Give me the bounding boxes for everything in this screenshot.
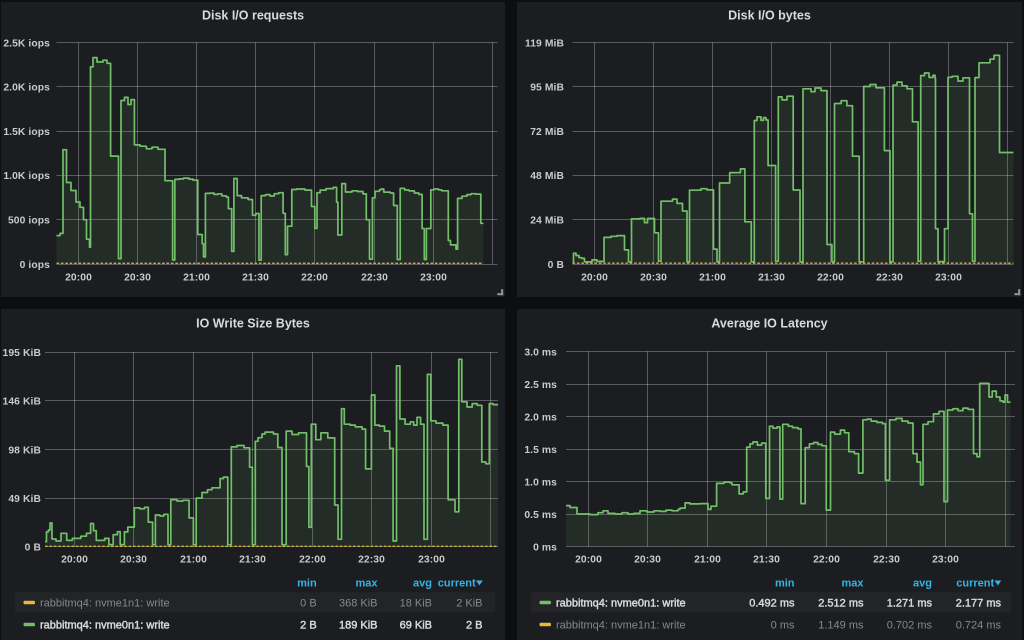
svg-text:0.492 ms: 0.492 ms bbox=[749, 598, 795, 610]
svg-text:1.0 ms: 1.0 ms bbox=[524, 477, 557, 488]
svg-text:2.0K iops: 2.0K iops bbox=[3, 83, 50, 94]
svg-text:2.512 ms: 2.512 ms bbox=[818, 598, 864, 610]
svg-text:18 KiB: 18 KiB bbox=[400, 598, 432, 610]
svg-text:2 B: 2 B bbox=[466, 620, 483, 632]
svg-text:72 MiB: 72 MiB bbox=[530, 127, 564, 138]
svg-text:20:00: 20:00 bbox=[581, 273, 608, 284]
svg-text:20:00: 20:00 bbox=[65, 273, 92, 284]
svg-text:20:00: 20:00 bbox=[61, 555, 88, 566]
svg-text:22:30: 22:30 bbox=[358, 555, 385, 566]
svg-text:20:30: 20:30 bbox=[120, 555, 147, 566]
svg-text:Average IO Latency: Average IO Latency bbox=[711, 317, 827, 331]
svg-text:3.0 ms: 3.0 ms bbox=[524, 347, 557, 358]
svg-text:min: min bbox=[297, 578, 317, 590]
svg-text:98 KiB: 98 KiB bbox=[8, 445, 41, 456]
svg-text:20:30: 20:30 bbox=[124, 273, 151, 284]
svg-text:146 KiB: 146 KiB bbox=[3, 397, 41, 408]
svg-text:21:00: 21:00 bbox=[183, 273, 210, 284]
svg-text:2 KiB: 2 KiB bbox=[456, 598, 482, 610]
svg-text:2 B: 2 B bbox=[300, 620, 317, 632]
svg-text:195 KiB: 195 KiB bbox=[3, 348, 41, 359]
svg-text:2.5 ms: 2.5 ms bbox=[524, 380, 557, 391]
svg-text:21:00: 21:00 bbox=[180, 555, 207, 566]
svg-text:22:00: 22:00 bbox=[813, 555, 840, 566]
svg-text:20:30: 20:30 bbox=[634, 555, 661, 566]
svg-text:23:00: 23:00 bbox=[420, 273, 447, 284]
svg-text:0 ms: 0 ms bbox=[533, 542, 557, 553]
svg-text:21:30: 21:30 bbox=[239, 555, 266, 566]
svg-text:189 KiB: 189 KiB bbox=[339, 620, 378, 632]
svg-text:49 KiB: 49 KiB bbox=[8, 494, 41, 505]
svg-text:avg: avg bbox=[913, 578, 932, 590]
svg-text:23:00: 23:00 bbox=[935, 273, 962, 284]
svg-text:2.0 ms: 2.0 ms bbox=[524, 412, 557, 423]
svg-text:21:30: 21:30 bbox=[758, 273, 785, 284]
svg-text:avg: avg bbox=[413, 578, 432, 590]
svg-text:24 MiB: 24 MiB bbox=[530, 216, 564, 227]
svg-text:21:30: 21:30 bbox=[242, 273, 269, 284]
svg-text:0.702 ms: 0.702 ms bbox=[887, 620, 933, 632]
svg-text:0.5 ms: 0.5 ms bbox=[524, 510, 557, 521]
svg-text:0 ms: 0 ms bbox=[771, 620, 795, 632]
svg-text:2.5K iops: 2.5K iops bbox=[3, 38, 50, 49]
svg-text:0.724 ms: 0.724 ms bbox=[956, 620, 1002, 632]
svg-text:23:00: 23:00 bbox=[418, 555, 445, 566]
svg-text:22:00: 22:00 bbox=[817, 273, 844, 284]
svg-text:rabbitmq4: nvme1n1: write: rabbitmq4: nvme1n1: write bbox=[40, 598, 170, 610]
svg-text:1.5K iops: 1.5K iops bbox=[3, 127, 50, 138]
svg-text:21:30: 21:30 bbox=[753, 555, 780, 566]
svg-text:Disk I/O bytes: Disk I/O bytes bbox=[728, 9, 811, 23]
svg-text:22:30: 22:30 bbox=[873, 555, 900, 566]
svg-text:119 MiB: 119 MiB bbox=[525, 38, 564, 49]
svg-text:Disk I/O requests: Disk I/O requests bbox=[202, 9, 304, 23]
svg-text:500 iops: 500 iops bbox=[8, 216, 50, 227]
svg-text:max: max bbox=[355, 578, 378, 590]
svg-text:22:30: 22:30 bbox=[876, 273, 903, 284]
svg-text:1.271 ms: 1.271 ms bbox=[887, 598, 933, 610]
svg-text:368 KiB: 368 KiB bbox=[339, 598, 378, 610]
svg-text:0 B: 0 B bbox=[300, 598, 317, 610]
svg-text:22:30: 22:30 bbox=[361, 273, 388, 284]
svg-text:21:00: 21:00 bbox=[699, 273, 726, 284]
svg-text:21:00: 21:00 bbox=[694, 555, 721, 566]
svg-text:0 iops: 0 iops bbox=[20, 260, 51, 271]
svg-text:rabbitmq4: nvme1n1: write: rabbitmq4: nvme1n1: write bbox=[556, 620, 686, 632]
svg-text:20:00: 20:00 bbox=[575, 555, 602, 566]
svg-text:rabbitmq4: nvme0n1: write: rabbitmq4: nvme0n1: write bbox=[40, 620, 170, 632]
svg-text:min: min bbox=[775, 578, 795, 590]
svg-text:95 MiB: 95 MiB bbox=[530, 83, 564, 94]
svg-text:22:00: 22:00 bbox=[301, 273, 328, 284]
svg-text:0 B: 0 B bbox=[548, 260, 564, 271]
svg-text:23:00: 23:00 bbox=[932, 555, 959, 566]
svg-text:1.5 ms: 1.5 ms bbox=[524, 445, 557, 456]
svg-text:IO Write Size Bytes: IO Write Size Bytes bbox=[196, 317, 310, 331]
svg-text:48 MiB: 48 MiB bbox=[530, 171, 564, 182]
svg-text:20:30: 20:30 bbox=[640, 273, 667, 284]
svg-text:current: current bbox=[438, 578, 476, 590]
svg-text:current: current bbox=[956, 578, 994, 590]
svg-text:rabbitmq4: nvme0n1: write: rabbitmq4: nvme0n1: write bbox=[556, 598, 686, 610]
svg-text:69 KiB: 69 KiB bbox=[400, 620, 432, 632]
svg-text:1.149 ms: 1.149 ms bbox=[818, 620, 864, 632]
svg-text:0 B: 0 B bbox=[25, 543, 41, 554]
svg-text:22:00: 22:00 bbox=[299, 555, 326, 566]
svg-text:2.177 ms: 2.177 ms bbox=[956, 598, 1002, 610]
svg-text:max: max bbox=[841, 578, 864, 590]
svg-text:1.0K iops: 1.0K iops bbox=[3, 171, 50, 182]
